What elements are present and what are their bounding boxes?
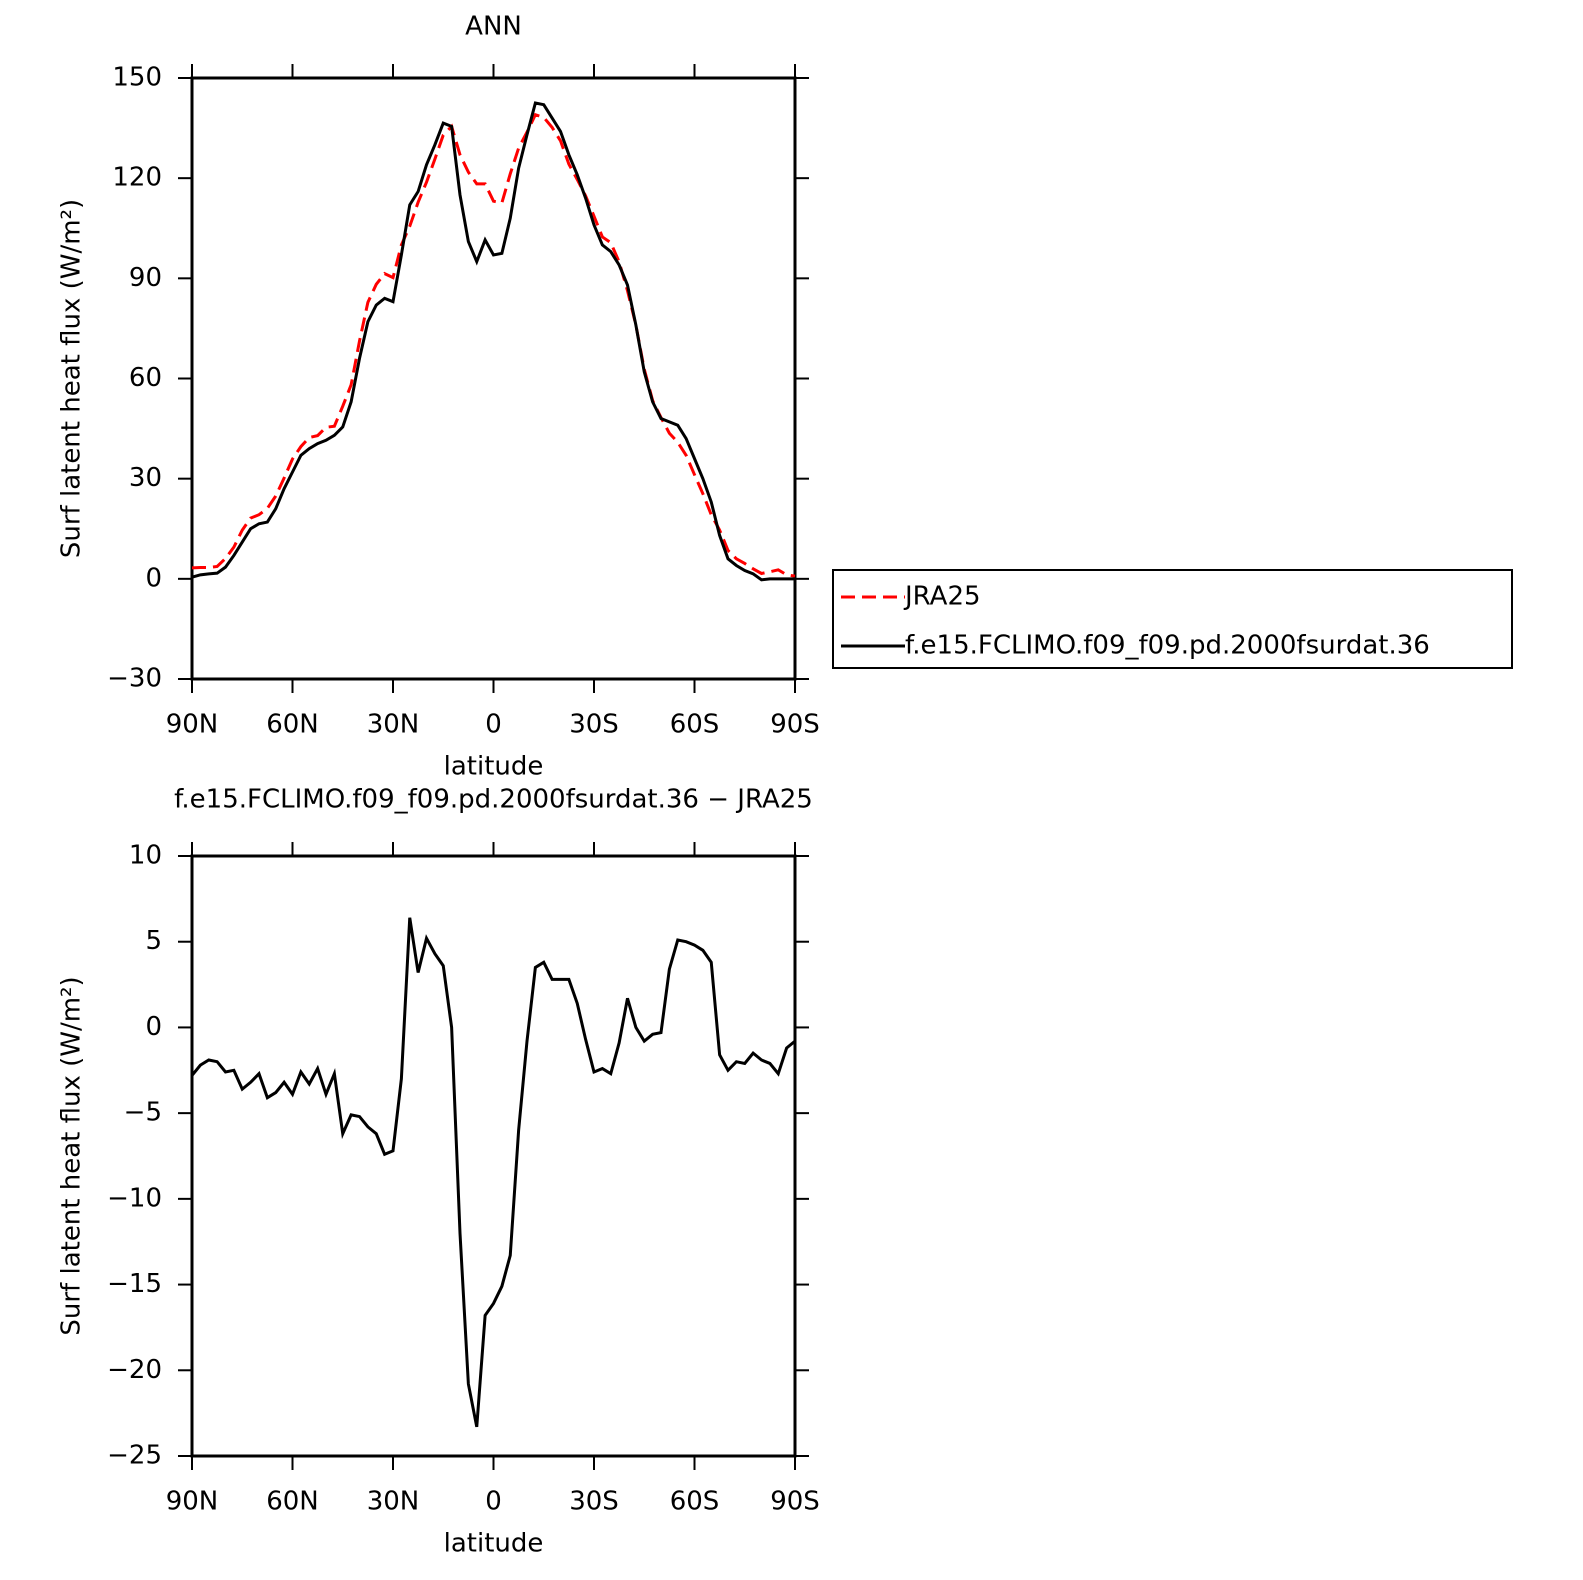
y-tick-label: −15: [107, 1269, 162, 1299]
y-tick-label: −5: [124, 1098, 162, 1128]
x-tick-label: 90S: [770, 1487, 820, 1517]
y-tick-label: −20: [107, 1355, 162, 1385]
x-tick-label: 90N: [166, 1487, 219, 1517]
x-tick-label: 90N: [166, 710, 219, 740]
y-tick-label: 150: [112, 63, 162, 93]
data-line: [190, 917, 796, 1428]
y-axis-label: Surf latent heat flux (W/m²): [57, 976, 87, 1335]
x-tick-label: 30S: [569, 710, 619, 740]
x-tick-label: 30N: [367, 1487, 420, 1517]
y-tick-label: 30: [129, 463, 162, 493]
y-tick-label: 10: [129, 841, 162, 871]
data-line: [191, 112, 796, 578]
x-tick-label: 0: [485, 710, 502, 740]
chart-title: f.e15.FCLIMO.f09_f09.pd.2000fsurdat.36 −…: [174, 785, 813, 815]
plot-frame: [190, 76, 797, 681]
y-tick-label: 5: [145, 926, 162, 956]
legend-label: JRA25: [903, 581, 981, 611]
y-axis-label: Surf latent heat flux (W/m²): [57, 199, 87, 558]
x-tick-label: 90S: [770, 710, 820, 740]
x-tick-label: 60S: [670, 1487, 720, 1517]
y-tick-label: 0: [145, 563, 162, 593]
legend-label: f.e15.FCLIMO.f09_f09.pd.2000fsurdat.36: [905, 630, 1430, 660]
x-tick-label: 30S: [569, 1487, 619, 1517]
y-tick-label: −10: [107, 1183, 162, 1213]
x-axis-label: latitude: [444, 752, 544, 782]
y-tick-label: 0: [145, 1012, 162, 1042]
data-line: [191, 101, 795, 582]
x-axis-label: latitude: [444, 1529, 544, 1559]
x-tick-label: 60N: [266, 710, 319, 740]
x-tick-label: 0: [485, 1487, 502, 1517]
x-tick-label: 60N: [266, 1487, 319, 1517]
x-tick-label: 30N: [367, 710, 420, 740]
y-tick-label: 90: [129, 263, 162, 293]
y-tick-label: −30: [107, 664, 162, 694]
y-tick-label: 60: [129, 363, 162, 393]
x-tick-label: 60S: [670, 710, 720, 740]
y-tick-label: 120: [112, 163, 162, 193]
plot-frame: [190, 854, 797, 1458]
y-tick-label: −25: [107, 1441, 162, 1471]
chart-title: ANN: [465, 12, 522, 42]
legend-box: [832, 569, 1513, 669]
